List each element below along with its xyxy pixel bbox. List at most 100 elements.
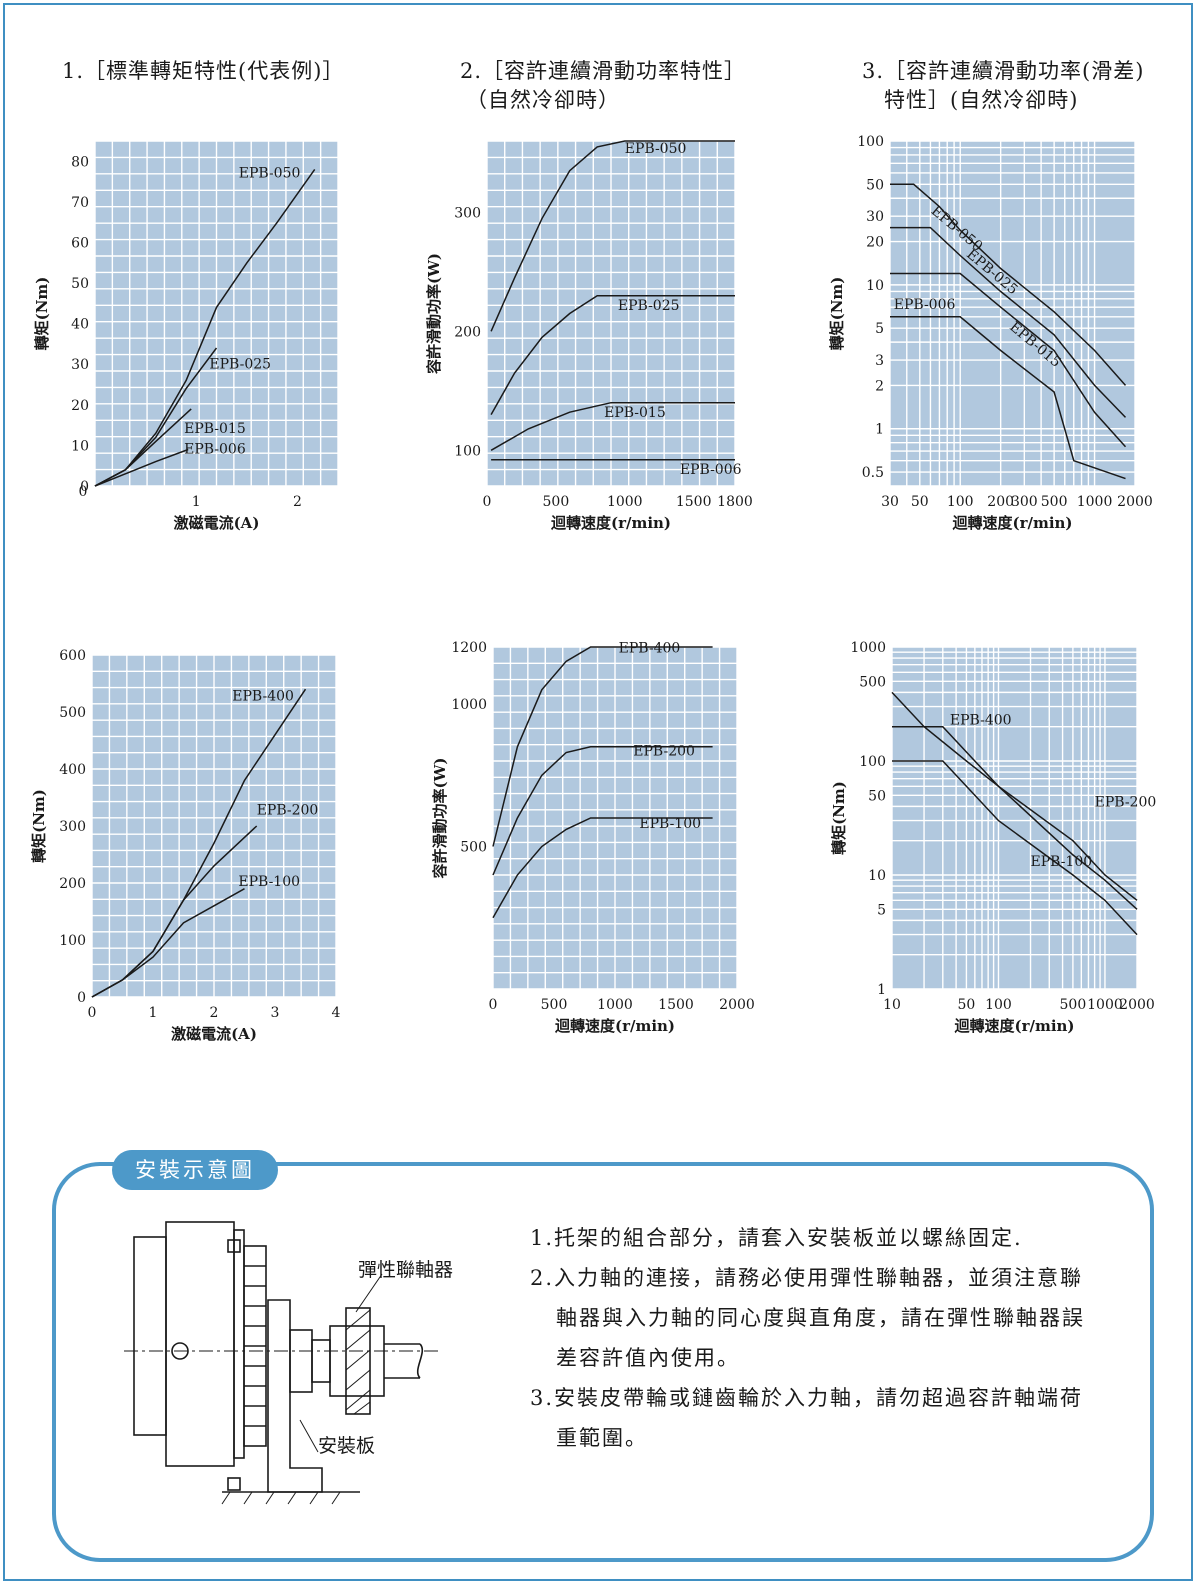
chart-2: 0 500 1000 1500 1800 100 200 300 迴轉速度(r/min) 容許滑動… (425, 140, 753, 532)
install-note-line: 軸器與入力軸的同心度與直角度，請在彈性聯軸器誤 (556, 1306, 1085, 1330)
series-line-epb-050 (490, 140, 735, 332)
x-tick-label: 50 (958, 997, 976, 1013)
series-line-epb-200 (892, 725, 1138, 910)
y-tick-label: 70 (71, 195, 89, 211)
series-line-epb-015 (94, 408, 192, 487)
series-line-epb-025 (490, 294, 735, 415)
y-tick-label: 10 (866, 278, 884, 294)
x-axis-label: 迴轉速度(r/min) (554, 1017, 675, 1035)
x-tick-label: 2 (293, 494, 302, 510)
x-tick-label: 0 (489, 997, 498, 1013)
x-tick-label: 1800 (717, 494, 753, 510)
install-note-line: 2.入力軸的連接，請務必使用彈性聯軸器，並須注意聯 (530, 1266, 1084, 1290)
y-tick-label: 30 (866, 209, 884, 225)
x-tick-label: 3 (271, 1005, 280, 1021)
x-tick-label: 100 (947, 494, 974, 510)
y-tick-label: 0.5 (862, 465, 884, 481)
y-tick-label: 1000 (850, 640, 886, 656)
x-tick-label: 200 (987, 494, 1014, 510)
y-tick-label: 200 (59, 876, 86, 892)
x-axis-label: 迴轉速度(r/min) (951, 514, 1072, 532)
series-label-epb-100: EPB-100 (639, 816, 701, 832)
y-tick-label: 20 (71, 398, 89, 414)
y-axis-label: 轉矩(Nm) (30, 789, 48, 863)
series-line-epb-006 (890, 316, 1126, 480)
y-tick-label: 0 (77, 990, 86, 1006)
y-tick-label: 10 (868, 868, 886, 884)
grid (486, 140, 736, 487)
chart-6: 10 50 100 500 100020001510501005001000迴轉速度(r… (830, 640, 1156, 1035)
x-tick-label: 300 (1011, 494, 1038, 510)
series-label-epb-006: EPB-006 (184, 442, 246, 458)
y-tick-label: 10 (71, 438, 89, 454)
series-line-epb-015 (490, 401, 735, 451)
chart-1: 1 2010203040506070800激磁電流(A)轉矩(Nm)EPB-050… (33, 140, 339, 532)
y-tick-label: 60 (71, 235, 89, 251)
series-line-epb-100 (892, 760, 1138, 936)
x-tick-label: 2000 (719, 997, 755, 1013)
series-label-epb-200: EPB-200 (257, 803, 319, 819)
y-tick-label: 300 (454, 205, 481, 221)
x-tick-label: 1000 (1077, 494, 1113, 510)
y-axis-label: 轉矩(Nm) (33, 277, 51, 351)
x-tick-label: 2 (210, 1005, 219, 1021)
y-tick-label: 50 (868, 788, 886, 804)
series-line-epb-200 (492, 746, 713, 876)
x-tick-label: 1500 (658, 997, 694, 1013)
x-axis-label: 激磁電流(A) (171, 1025, 257, 1043)
install-note-line: 重範圍。 (556, 1426, 648, 1450)
section-title-3-line-1: 3.［容許連續滑動功率(滑差) (862, 59, 1145, 83)
series-label-epb-025: EPB-025 (209, 356, 271, 372)
x-tick-label: 1 (192, 494, 201, 510)
y-axis-label: 轉矩(Nm) (828, 277, 846, 351)
y-tick-label: 1200 (451, 640, 487, 656)
section-title-1-line-1: 1.［標準轉矩特性(代表例)］ (62, 59, 345, 83)
chart-5: 0 500 1000 1500 2000 500 1000 1200 迴轉速度(r/min) 容許… (431, 640, 755, 1035)
y-tick-label: 400 (59, 762, 86, 778)
y-tick-label: 1 (875, 422, 884, 438)
section-title-1: 1.［標準轉矩特性(代表例)］ (62, 57, 344, 86)
series-line-epb-050 (890, 183, 1127, 386)
x-tick-label: 2000 (1119, 997, 1155, 1013)
series-label-epb-100: EPB-100 (1031, 854, 1093, 870)
y-axis-label: 容許滑動功率(W) (431, 757, 449, 879)
grid (94, 140, 339, 487)
grid (91, 654, 337, 998)
x-axis-label: 迴轉速度(r/min) (953, 1017, 1074, 1035)
series-label-epb-400: EPB-400 (619, 641, 681, 657)
series-label-epb-200: EPB-200 (1095, 794, 1157, 810)
charts-canvas: 1 2010203040506070800激磁電流(A)轉矩(Nm)EPB-050… (30, 134, 1156, 1043)
x-tick-label: 1000 (607, 494, 643, 510)
y-tick-label: 500 (859, 674, 886, 690)
y-tick-label: 30 (71, 357, 89, 373)
x-tick-label: 0 (88, 1005, 97, 1021)
y-tick-label: 300 (59, 819, 86, 835)
y-tick-label: 2 (875, 378, 884, 394)
y-tick-label: 40 (71, 317, 89, 333)
y-tick-label: 0 (80, 479, 89, 495)
grid (891, 646, 1138, 990)
y-axis-label: 容許滑動功率(W) (425, 253, 443, 375)
x-tick-label: 1 (149, 1005, 158, 1021)
plot-area (890, 141, 1135, 486)
series-label-epb-015: EPB-015 (184, 421, 246, 437)
y-tick-label: 100 (859, 754, 886, 770)
x-tick-label: 500 (1041, 494, 1068, 510)
y-tick-label: 1000 (451, 697, 487, 713)
install-notes: 1.托架的組合部分，請套入安裝板並以螺絲固定. 2.入力軸的連接，請務必使用彈性聯… (530, 1218, 1130, 1458)
x-tick-label: 30 (881, 494, 899, 510)
section-title-3-line-2: 特性］(自然冷卻時) (884, 88, 1079, 112)
series-label-epb-100: EPB-100 (238, 874, 300, 890)
x-tick-label: 0 (483, 494, 492, 510)
series-line-epb-100 (492, 817, 713, 919)
y-tick-label: 50 (866, 177, 884, 193)
section-title-2: 2.［容許連續滑動功率特性］ （自然冷卻時） (460, 57, 746, 115)
x-tick-label: 4 (332, 1005, 341, 1021)
series-label-epb-050: EPB-050 (239, 166, 301, 182)
series-line-epb-100 (91, 888, 245, 998)
y-axis-label: 轉矩(Nm) (830, 781, 848, 855)
x-tick-label: 50 (911, 494, 929, 510)
y-tick-label: 1 (877, 982, 886, 998)
y-tick-label: 80 (71, 154, 89, 170)
